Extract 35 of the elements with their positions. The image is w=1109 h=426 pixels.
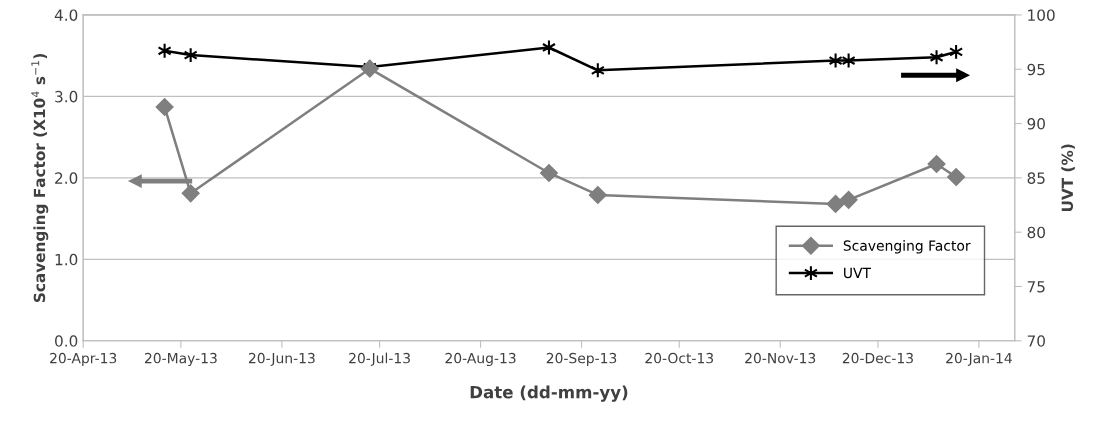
point <box>181 184 200 203</box>
x-tick-label: 20-Jan-14 <box>946 352 1012 366</box>
y2-axis-title: UVT (%) <box>1061 144 1075 212</box>
point <box>839 190 858 209</box>
x-axis-title: Date (dd-mm-yy) <box>470 385 628 402</box>
y2-tick-label: 75 <box>1027 281 1045 293</box>
y-tick-label: 4.0 <box>54 9 78 21</box>
point <box>947 168 965 186</box>
y-axis-title: Scavenging Factor (X10$^{4}$ s$^{−1}$) <box>31 54 49 303</box>
x-tick-label: 20-May-13 <box>144 352 217 367</box>
y2-tick-label: 95 <box>1027 63 1045 76</box>
x-tick-label: 20-Nov-13 <box>745 352 816 364</box>
legend-label: Scavenging Factor <box>843 240 971 254</box>
y-tick-label: 2.0 <box>55 172 78 184</box>
point <box>826 195 845 213</box>
y2-tick-label: 80 <box>1027 226 1045 239</box>
y2-tick-label: 85 <box>1027 172 1045 184</box>
point <box>588 186 607 204</box>
point <box>927 155 946 173</box>
y-tick-label: 0.0 <box>55 335 78 347</box>
x-tick-label: 20-Sep-13 <box>546 352 617 367</box>
y2-tick-label: 70 <box>1027 335 1045 347</box>
x-tick-label: 20-Apr-13 <box>50 352 117 367</box>
x-tick-label: 20-Dec-13 <box>842 352 913 364</box>
point <box>540 164 558 182</box>
x-tick-label: 20-Jul-13 <box>349 352 410 366</box>
legend-label: UVT <box>844 267 872 279</box>
y2-tick-label: 100 <box>1028 9 1055 21</box>
x-tick-label: 20-Jun-13 <box>248 352 315 366</box>
point <box>155 98 174 116</box>
x-tick-label: 20-Aug-13 <box>445 352 516 367</box>
x-tick-label: 20-Oct-13 <box>645 352 714 364</box>
y-tick-label: 1.0 <box>55 253 78 266</box>
y-tick-label: 3.0 <box>55 90 78 103</box>
y2-tick-label: 90 <box>1027 118 1045 130</box>
